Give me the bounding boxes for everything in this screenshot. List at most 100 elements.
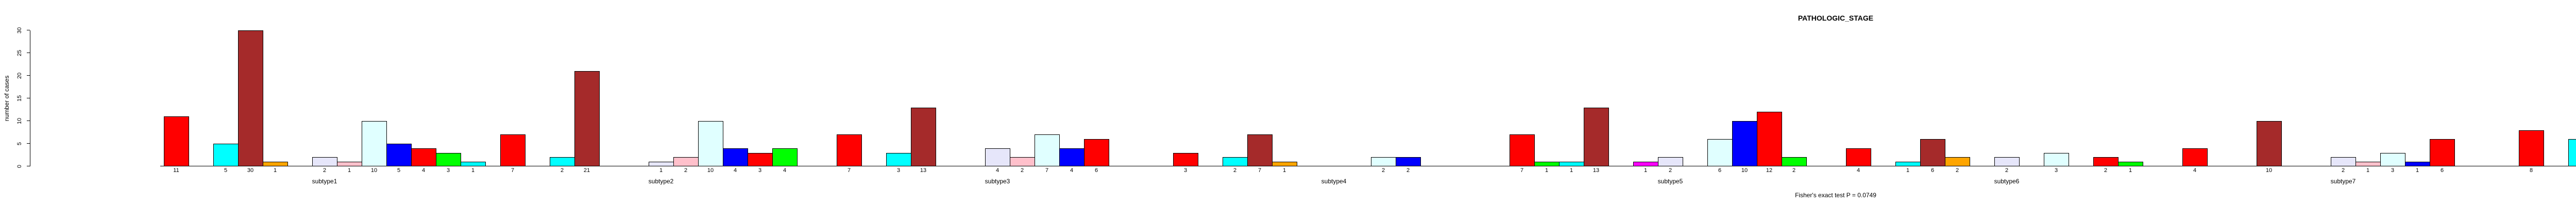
bar-value-label: 10 [370,167,378,174]
x-category-label-subtype3: subtype3 [985,178,1010,185]
x-category-label-subtype2: subtype2 [648,178,674,185]
bar-stage-i-subtype1 [164,116,189,166]
bar-value-label: 30 [247,167,254,174]
bar-value-label: 2 [1381,167,1385,174]
bar-stage-iia-subtype1 [238,30,263,166]
bar-stage-iva-subtype5 [1782,157,1807,166]
bar-value-label: 1 [1569,167,1573,174]
x-category-label-subtype5: subtype5 [1657,178,1683,185]
bar-stage-iiib-subtype1 [362,121,387,166]
bar-stage-iv-subtype7 [2430,139,2455,166]
bar-stage-iv-subtype3 [1084,139,1109,166]
bar-value-label: 10 [2265,167,2273,174]
bar-stage-iia-subtype5 [1584,108,1609,166]
bar-stage-iiic-subtype2 [723,148,748,166]
bar-stage-iiia-subtype7 [2355,162,2381,166]
bar-stage-iii-subtype2 [649,162,674,166]
bar-stage-iv-subtype6 [2093,157,2119,166]
bar-value-label: 4 [1856,167,1860,174]
bar-value-label: 4 [733,167,737,174]
bar-value-label: 3 [2391,167,2395,174]
bar-value-label: 2 [1020,167,1024,174]
bar-value-label: 1 [1282,167,1286,174]
chart-subtitle: Fisher's exact test P = 0.0749 [1795,192,1876,199]
bar-value-label: 6 [1094,167,1098,174]
bar-stage-iiib-subtype5 [1707,139,1733,166]
bar-value-label: 2 [1668,167,1672,174]
y-tick-label: 10 [16,117,23,124]
bar-value-label: 1 [1545,167,1549,174]
bar-value-label: 7 [1520,167,1524,174]
bar-stage-iib-subtype6 [1945,157,1970,166]
bar-stage-iia-subtype7 [2257,121,2282,166]
bar-stage-ii-subtype8 [2568,139,2576,166]
x-category-label-subtype4: subtype4 [1321,178,1347,185]
bar-value-label: 7 [511,167,515,174]
bar-value-label: 3 [2054,167,2058,174]
y-tick [27,143,30,144]
bar-stage-iiia-subtype1 [337,162,362,166]
bar-value-label: 1 [2366,167,2370,174]
bar-stage-iiib-subtype7 [2380,153,2405,166]
bar-stage-iiic-subtype1 [386,144,412,166]
bar-value-label: 6 [2440,167,2444,174]
bar-stage-iii-subtype5 [1658,157,1683,166]
y-tick-label: 15 [16,95,23,101]
bar-value-label: 1 [2128,167,2132,174]
bar-stage-iii-subtype7 [2331,157,2356,166]
bar-value-label: 5 [397,167,401,174]
bar-stage-iii-subtype6 [1994,157,2020,166]
bar-stage-iic-subtype5 [1633,162,1658,166]
bar-value-label: 2 [1233,167,1237,174]
bar-value-label: 11 [173,167,179,174]
bar-value-label: 1 [659,167,663,174]
bar-stage-iiia-subtype2 [673,157,699,166]
bar-value-label: 1 [471,167,475,174]
x-category-label-subtype7: subtype7 [2330,178,2356,185]
bar-stage-iiic-subtype5 [1732,121,1757,166]
bar-stage-iia-subtype6 [1920,139,1945,166]
bar-value-label: 13 [1592,167,1600,174]
y-tick-label: 5 [16,142,23,145]
bar-value-label: 6 [1930,167,1935,174]
bar-stage-iiic-subtype3 [1059,148,1084,166]
bar-stage-i-subtype6 [1846,148,1871,166]
bar-stage-iiib-subtype3 [1035,134,1060,166]
bar-value-label: 2 [684,167,688,174]
bar-stage-i-subtype3 [837,134,862,166]
y-tick-label: 20 [16,72,23,79]
bar-stage-iv-subtype1 [411,148,436,166]
bar-value-label: 3 [896,167,901,174]
bar-stage-ii-subtype6 [1895,162,1921,166]
bar-stage-iib-subtype4 [1272,162,1297,166]
bar-stage-iiib-subtype2 [698,121,723,166]
bar-value-label: 3 [758,167,762,174]
bar-value-label: 4 [2193,167,2197,174]
bar-value-label: 5 [224,167,228,174]
bar-value-label: 1 [2415,167,2419,174]
bar-stage-iv-subtype5 [1757,112,1782,166]
bar-value-label: 10 [1741,167,1748,174]
bar-stage-ii-subtype5 [1559,162,1584,166]
bar-stage-iia-subtype3 [911,108,936,166]
bar-value-label: 1 [347,167,351,174]
bar-value-label: 2 [1406,167,1410,174]
bar-value-label: 2 [323,167,327,174]
bar-stage-iiib-subtype4 [1371,157,1396,166]
bar-stage-i-subtype2 [500,134,526,166]
chart-title: PATHOLOGIC_STAGE [1798,14,1874,22]
bar-stage-i-subtype7 [2182,148,2208,166]
bar-stage-iii-subtype1 [312,157,337,166]
x-category-label-subtype6: subtype6 [1994,178,2020,185]
bar-value-label: 1 [1643,167,1648,174]
bar-value-label: 7 [847,167,851,174]
bar-stage-iia-subtype4 [1247,134,1273,166]
bar-stage-ii-subtype3 [886,153,911,166]
bar-value-label: 8 [2529,167,2533,174]
bar-value-label: 2 [1792,167,1796,174]
bar-value-label: 6 [2568,167,2576,174]
bar-value-label: 4 [995,167,999,174]
bar-value-label: 13 [920,167,927,174]
bar-value-label: 7 [1045,167,1049,174]
bar-stage-iia-subtype2 [574,71,600,166]
